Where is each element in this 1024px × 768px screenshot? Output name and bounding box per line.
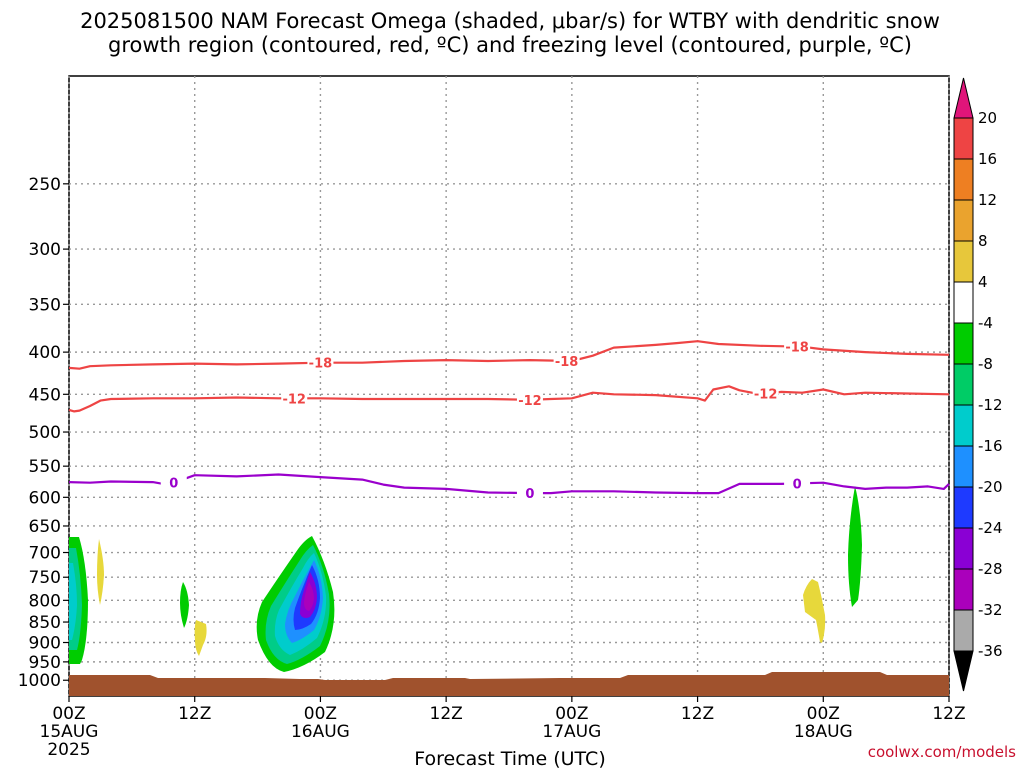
y-tick-label: 400 bbox=[29, 343, 61, 363]
contour-label-bg bbox=[516, 391, 543, 408]
colorbar-tick-label: -16 bbox=[978, 437, 1003, 455]
colorbar-swatch bbox=[953, 568, 974, 611]
x-tick-label: 00Z bbox=[555, 704, 588, 724]
y-tick-label: 300 bbox=[29, 240, 61, 260]
y-tick-label: 250 bbox=[29, 175, 61, 195]
colorbar-bottom-arrow bbox=[953, 650, 974, 692]
y-tick-label: 350 bbox=[29, 295, 61, 315]
colorbar-tick-label: 4 bbox=[978, 273, 988, 291]
colorbar-swatch bbox=[953, 363, 974, 406]
colorbar-tick-label: -28 bbox=[978, 560, 1003, 578]
colorbar-swatch bbox=[953, 240, 974, 283]
contour-label-bg bbox=[281, 390, 308, 407]
colorbar-tick-label: -20 bbox=[978, 478, 1003, 496]
credit-text: coolwx.com/models bbox=[868, 743, 1016, 761]
x-tick-year-label: 2025 bbox=[47, 740, 90, 760]
omega-shading bbox=[69, 486, 862, 672]
contour-label: -18 bbox=[785, 341, 809, 356]
y-tick-label: 500 bbox=[29, 423, 61, 443]
y-tick-label: 450 bbox=[29, 385, 61, 405]
colorbar-swatch bbox=[953, 117, 974, 160]
x-tick-label: 00Z bbox=[304, 704, 337, 724]
y-tick-label: 950 bbox=[29, 653, 61, 673]
contour-label-bg bbox=[553, 352, 580, 369]
omega-region-16aug-core bbox=[256, 536, 335, 672]
contour-label: -12 bbox=[754, 388, 778, 403]
colorbar-tick-label: -8 bbox=[978, 355, 993, 373]
omega-shade-green-18aug bbox=[848, 486, 862, 607]
colorbar-swatch bbox=[953, 486, 974, 529]
x-tick-date-label: 17AUG bbox=[542, 722, 601, 742]
contour-label: 0 bbox=[525, 487, 534, 502]
omega-shade-magenta-core bbox=[304, 582, 314, 611]
contour-label-bg bbox=[516, 485, 543, 502]
x-tick-label: 00Z bbox=[807, 704, 840, 724]
colorbar-tick-label: 20 bbox=[978, 109, 997, 127]
contour-label-bg bbox=[784, 338, 811, 355]
colorbar-tick-label: -12 bbox=[978, 396, 1003, 414]
y-tick-label: 600 bbox=[29, 488, 61, 508]
contour-label: -12 bbox=[518, 394, 542, 409]
colorbar-tick-label: 12 bbox=[978, 191, 997, 209]
colorbar-swatch bbox=[953, 158, 974, 201]
colorbar-swatch bbox=[953, 609, 974, 652]
contour-label-bg bbox=[160, 474, 187, 491]
colorbar-swatch bbox=[953, 527, 974, 570]
y-tick-label: 1000 bbox=[18, 671, 61, 691]
colorbar-tick-label: -32 bbox=[978, 601, 1003, 619]
colorbar-tick-label: -36 bbox=[978, 642, 1003, 660]
contour-label-bg bbox=[307, 354, 334, 371]
contour-label-bg bbox=[784, 475, 811, 492]
colorbar-tick-label: -24 bbox=[978, 519, 1003, 537]
colorbar-swatch bbox=[953, 199, 974, 242]
y-tick-label: 900 bbox=[29, 634, 61, 654]
omega-shade-yellow-sliver bbox=[97, 539, 104, 605]
contour-label: -18 bbox=[309, 357, 333, 372]
terrain-fill bbox=[69, 672, 949, 696]
contour-label: -18 bbox=[555, 355, 579, 370]
y-tick-label: 850 bbox=[29, 613, 61, 633]
temperature-contours: -18 -18 -18 -12 -12 -12 0 0 0 bbox=[68, 338, 950, 502]
colorbar-top-arrow bbox=[953, 77, 974, 119]
y-tick-label: 550 bbox=[29, 457, 61, 477]
x-tick-label: 12Z bbox=[430, 704, 463, 724]
plot-frame bbox=[68, 75, 950, 697]
y-tick-label: 750 bbox=[29, 568, 61, 588]
colorbar-swatch bbox=[953, 322, 974, 365]
colorbar-tick-label: 8 bbox=[978, 232, 988, 250]
chart-title-line2: growth region (contoured, red, ºC) and f… bbox=[108, 33, 912, 57]
omega-colorbar: 20 16 12 8 4 -4 -8 -12 -16 -20 -24 -28 -32 -36 bbox=[953, 77, 1003, 692]
y-tick-label: 650 bbox=[29, 517, 61, 537]
contour-line-m12 bbox=[68, 385, 950, 413]
axes: 2503003504004505005506006507007508008509… bbox=[18, 175, 966, 760]
contour-label-bg bbox=[752, 385, 779, 402]
colorbar-swatch bbox=[953, 404, 974, 447]
x-tick-label: 12Z bbox=[681, 704, 714, 724]
omega-shade-yellow-12z bbox=[194, 620, 207, 656]
omega-shade-green-small bbox=[180, 582, 189, 628]
y-tick-label: 700 bbox=[29, 544, 61, 564]
contour-label: -12 bbox=[282, 392, 306, 407]
x-tick-label: 12Z bbox=[178, 704, 211, 724]
chart-title-line1: 2025081500 NAM Forecast Omega (shaded, μ… bbox=[80, 9, 940, 33]
colorbar-swatch bbox=[953, 281, 974, 324]
x-tick-date-label: 16AUG bbox=[291, 722, 350, 742]
omega-region-00z-15aug bbox=[69, 537, 104, 664]
colorbar-swatch bbox=[953, 445, 974, 488]
omega-shade-cyan bbox=[69, 563, 77, 640]
omega-shade-yellow-18aug bbox=[803, 579, 826, 643]
colorbar-tick-label: 16 bbox=[978, 150, 997, 168]
contour-label: 0 bbox=[793, 477, 802, 492]
y-tick-label: 800 bbox=[29, 591, 61, 611]
contour-label: 0 bbox=[169, 477, 178, 492]
x-axis-label: Forecast Time (UTC) bbox=[414, 748, 605, 768]
x-tick-date-label: 15AUG bbox=[40, 722, 99, 742]
colorbar-tick-label: -4 bbox=[978, 314, 993, 332]
x-tick-label: 12Z bbox=[932, 704, 965, 724]
x-tick-date-label: 18AUG bbox=[794, 722, 853, 742]
x-tick-label: 00Z bbox=[52, 704, 85, 724]
